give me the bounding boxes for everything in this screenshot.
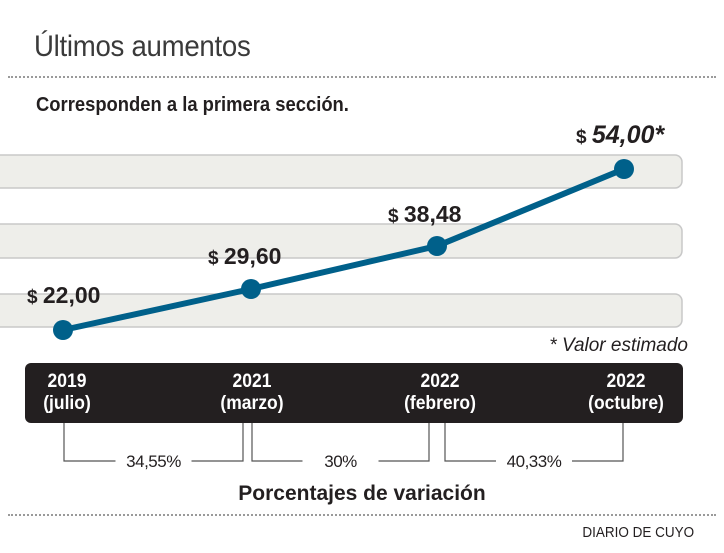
chart-subtitle: Corresponden a la primera sección.	[36, 94, 349, 116]
variation-bracket-left	[444, 423, 496, 462]
timeline-year: 2021	[232, 371, 272, 392]
timeline-month: (octubre)	[588, 393, 664, 414]
grid-band	[0, 293, 683, 328]
data-label: $ 29,60	[208, 243, 281, 269]
variation-bracket-left	[251, 423, 303, 462]
source-credit: DIARIO DE CUYO	[582, 524, 694, 541]
timeline-label: 2021 (marzo)	[220, 371, 283, 415]
variation-bracket-right	[572, 423, 624, 462]
timeline-bar	[25, 363, 683, 423]
top-divider	[8, 76, 716, 78]
bottom-divider	[8, 514, 716, 516]
data-point	[614, 159, 634, 179]
timeline-month: (febrero)	[404, 393, 476, 414]
timeline-month: (julio)	[43, 393, 91, 414]
series-line	[62, 166, 626, 333]
data-label: $ 38,48	[388, 201, 462, 227]
grid-band	[0, 154, 683, 189]
variation-bracket-right	[191, 423, 244, 462]
timeline-year: 2019	[47, 371, 87, 392]
variation-label: 34,55%	[126, 452, 181, 471]
timeline-month: (marzo)	[220, 393, 284, 414]
grid-band	[0, 223, 683, 259]
data-label: $ 54,00*	[576, 121, 665, 149]
timeline-year: 2022	[606, 371, 646, 392]
variations-title: Porcentajes de variación	[238, 482, 486, 505]
timeline-label: 2019 (julio)	[43, 371, 91, 415]
variation-bracket-right	[378, 423, 430, 462]
variation-label: 30%	[324, 452, 357, 471]
estimated-note: * Valor estimado	[549, 335, 688, 356]
chart-title: Últimos aumentos	[34, 30, 251, 63]
data-label: $ 22,00	[27, 282, 100, 308]
data-point	[427, 236, 447, 256]
variation-bracket-left	[63, 423, 116, 462]
data-point	[53, 320, 73, 340]
timeline-label: 2022 (febrero)	[404, 371, 476, 415]
data-point	[241, 279, 261, 299]
variation-label: 40,33%	[507, 452, 562, 471]
timeline-year: 2022	[420, 371, 460, 392]
timeline-label: 2022 (octubre)	[588, 371, 664, 415]
